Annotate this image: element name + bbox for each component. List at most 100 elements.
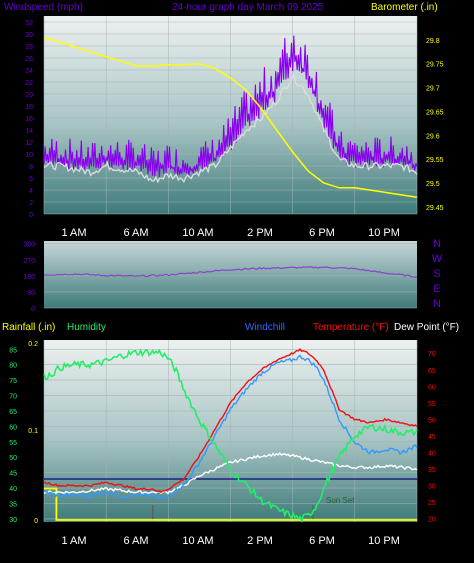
barometer-tick-label: 29.6 bbox=[426, 133, 440, 140]
humidity-tick-label: 75 bbox=[9, 378, 17, 385]
x-tick-label: 10 PM bbox=[368, 227, 400, 239]
x-tick-label: 1 AM bbox=[61, 227, 86, 239]
humidity-tick-label: 70 bbox=[9, 394, 17, 401]
compass-label: N bbox=[433, 298, 441, 310]
windspeed-tick-label: 22 bbox=[25, 80, 33, 87]
temperature-tick-label: 70 bbox=[428, 351, 436, 358]
sunset-label: Sun Set bbox=[326, 496, 355, 505]
barometer-line bbox=[43, 36, 418, 199]
temperature-line bbox=[43, 348, 418, 494]
windspeed-tick-label: 32 bbox=[25, 20, 33, 27]
windspeed-header-label: Windspeed (mph) bbox=[4, 2, 83, 13]
humidity-tick-label: 40 bbox=[9, 486, 17, 493]
windspeed-tick-label: 30 bbox=[25, 32, 33, 39]
windspeed-tick-label: 10 bbox=[25, 152, 33, 159]
x-axis-labels-top: 1 AM 6 AM 10 AM 2 PM 6 PM 10 PM bbox=[61, 227, 399, 239]
rainfall-tick-label: 0 bbox=[34, 518, 38, 525]
x-tick-label: 6 AM bbox=[123, 535, 148, 547]
temperature-tick-label: 40 bbox=[428, 451, 436, 458]
windchill-label: Windchill bbox=[245, 322, 285, 333]
barometer-tick-label: 29.45 bbox=[426, 205, 444, 212]
x-tick-label: 10 AM bbox=[182, 227, 213, 239]
humidity-tick-label: 85 bbox=[9, 347, 17, 354]
graph-title: 24-hour graph day March 09 2025 bbox=[172, 2, 324, 13]
barometer-tick-label: 29.8 bbox=[426, 38, 440, 45]
rainfall-tick-label: 0.1 bbox=[28, 428, 38, 435]
windspeed-tick-label: 6 bbox=[29, 176, 33, 183]
windspeed-tick-label: 16 bbox=[25, 116, 33, 123]
dew-point-line bbox=[43, 452, 418, 495]
average-windspeed-line bbox=[43, 71, 418, 184]
wind-baro-tick-labels: 0246810121416182022242628303229.4529.529… bbox=[25, 20, 443, 219]
wind-direction-gridlines bbox=[44, 243, 417, 309]
humidity-tick-label: 60 bbox=[9, 424, 17, 431]
wind-baro-gridlines bbox=[43, 16, 418, 215]
x-tick-label: 6 PM bbox=[309, 535, 335, 547]
temperature-tick-label: 60 bbox=[428, 384, 436, 391]
humidity-label: Humidity bbox=[67, 322, 106, 333]
temperature-tick-label: 50 bbox=[428, 417, 436, 424]
wind-direction-line bbox=[43, 266, 418, 278]
humidity-tick-label: 65 bbox=[9, 409, 17, 416]
dew-point-label: Dew Point (°F) bbox=[394, 322, 459, 333]
direction-tick-label: 180 bbox=[23, 274, 35, 281]
temperature-label: Temperature (°F) bbox=[313, 322, 389, 333]
x-axis-labels-bottom: 1 AM 6 AM 10 AM 2 PM 6 PM 10 PM bbox=[61, 535, 399, 547]
windspeed-tick-label: 28 bbox=[25, 44, 33, 51]
temperature-tick-label: 55 bbox=[428, 401, 436, 408]
windspeed-tick-label: 2 bbox=[29, 200, 33, 207]
compass-label: W bbox=[432, 253, 443, 265]
temperature-tick-label: 30 bbox=[428, 484, 436, 491]
windchill-line bbox=[43, 354, 418, 500]
temp-humidity-series bbox=[43, 348, 418, 524]
x-tick-label: 10 AM bbox=[182, 535, 213, 547]
wind-direction-series bbox=[43, 266, 418, 278]
rainfall-line bbox=[44, 487, 417, 521]
humidity-tick-label: 35 bbox=[9, 501, 17, 508]
direction-tick-label: 0 bbox=[31, 306, 35, 313]
temperature-tick-label: 20 bbox=[428, 517, 436, 524]
humidity-tick-label: 45 bbox=[9, 471, 17, 478]
rainfall-tick-label: 0.2 bbox=[28, 341, 38, 348]
windspeed-tick-label: 12 bbox=[25, 140, 33, 147]
temperature-tick-label: 25 bbox=[428, 500, 436, 507]
windspeed-tick-label: 14 bbox=[25, 128, 33, 135]
windspeed-tick-label: 18 bbox=[25, 104, 33, 111]
wind-baro-series bbox=[43, 35, 418, 199]
windspeed-tick-label: 26 bbox=[25, 56, 33, 63]
x-tick-label: 6 AM bbox=[123, 227, 148, 239]
barometer-tick-label: 29.7 bbox=[426, 86, 440, 93]
barometer-tick-label: 29.75 bbox=[426, 62, 444, 69]
temp-humidity-gridlines bbox=[43, 340, 418, 522]
direction-tick-label: 270 bbox=[23, 258, 35, 265]
x-tick-label: 2 PM bbox=[247, 535, 273, 547]
x-tick-label: 1 AM bbox=[61, 535, 86, 547]
x-tick-label: 2 PM bbox=[247, 227, 273, 239]
rainfall-label: Rainfall (.in) bbox=[2, 322, 55, 333]
windspeed-tick-label: 24 bbox=[25, 68, 33, 75]
humidity-tick-label: 30 bbox=[9, 517, 17, 524]
humidity-tick-label: 80 bbox=[9, 363, 17, 370]
compass-label: E bbox=[433, 283, 440, 295]
windspeed-tick-label: 4 bbox=[29, 188, 33, 195]
barometer-header-label: Barometer (.in) bbox=[371, 2, 438, 13]
barometer-tick-label: 29.55 bbox=[426, 157, 444, 164]
humidity-tick-label: 55 bbox=[9, 440, 17, 447]
humidity-line bbox=[43, 348, 418, 524]
temperature-tick-label: 65 bbox=[428, 368, 436, 375]
barometer-tick-label: 29.5 bbox=[426, 181, 440, 188]
direction-tick-label: 360 bbox=[23, 242, 35, 249]
compass-label: N bbox=[433, 238, 441, 250]
humidity-tick-label: 50 bbox=[9, 455, 17, 462]
temp-humidity-tick-labels: 30 35 40 45 50 55 60 65 70 75 80 85 20 25 30 35 40 45 50 55… bbox=[9, 341, 436, 525]
windspeed-tick-label: 8 bbox=[29, 164, 33, 171]
barometer-tick-label: 29.65 bbox=[426, 109, 444, 116]
wind-direction-plot-area bbox=[44, 241, 417, 308]
compass-label: S bbox=[433, 268, 440, 280]
windspeed-tick-label: 0 bbox=[29, 212, 33, 219]
windspeed-line bbox=[43, 35, 418, 178]
x-tick-label: 6 PM bbox=[309, 227, 335, 239]
temperature-tick-label: 45 bbox=[428, 434, 436, 441]
